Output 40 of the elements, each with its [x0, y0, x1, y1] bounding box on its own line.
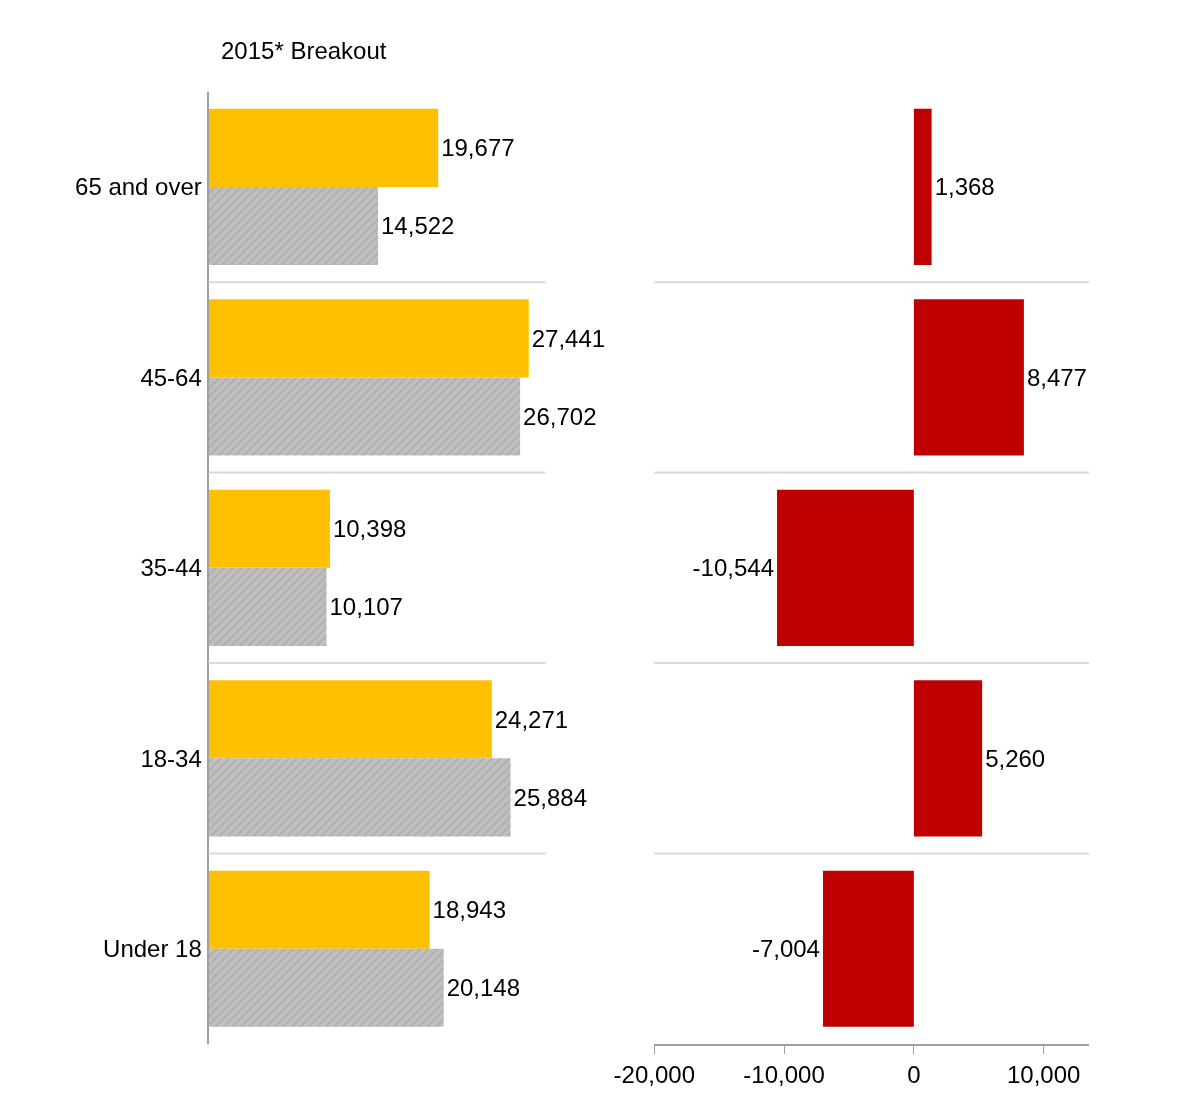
bar — [777, 489, 914, 646]
data-label: 1,368 — [934, 173, 995, 201]
data-label: 26,702 — [523, 402, 597, 430]
bar — [208, 108, 439, 187]
data-label: 18,943 — [432, 896, 507, 924]
data-label: 24,271 — [494, 705, 569, 733]
bar — [208, 758, 511, 837]
y-tick-label: 45-64 — [140, 363, 202, 391]
bar — [208, 299, 529, 378]
y-tick-label: 35-44 — [140, 554, 202, 582]
x-tick-label: -20,000 — [613, 1060, 695, 1088]
y-tick-label: 65 and over — [75, 173, 202, 201]
bar — [913, 299, 1024, 456]
bar — [208, 870, 430, 949]
x-tick-label: 10,000 — [1006, 1060, 1081, 1088]
bar — [208, 567, 327, 646]
y-tick-label: Under 18 — [103, 935, 202, 963]
bar — [208, 489, 330, 568]
data-label: 20,148 — [446, 974, 521, 1002]
chart-title: 2015* Breakout — [221, 37, 387, 64]
bar — [913, 108, 932, 265]
bar — [208, 377, 521, 456]
data-label: 25,884 — [513, 783, 587, 811]
bar — [208, 948, 444, 1027]
bar — [208, 186, 379, 265]
data-label: 8,477 — [1026, 363, 1087, 391]
x-tick-label: 0 — [907, 1060, 921, 1088]
bar — [208, 680, 492, 759]
x-tick-label: -10,000 — [743, 1060, 825, 1088]
data-label: 5,260 — [985, 744, 1046, 772]
data-label: -10,544 — [692, 554, 775, 582]
bar — [822, 870, 914, 1027]
data-label: 14,522 — [381, 212, 455, 240]
data-label: 19,677 — [441, 134, 515, 162]
data-label: -7,004 — [751, 935, 820, 963]
data-label: 27,441 — [531, 324, 606, 352]
data-label: 10,398 — [332, 515, 407, 543]
data-label: 10,107 — [329, 593, 403, 621]
bar — [913, 680, 983, 837]
y-tick-label: 18-34 — [140, 744, 202, 772]
